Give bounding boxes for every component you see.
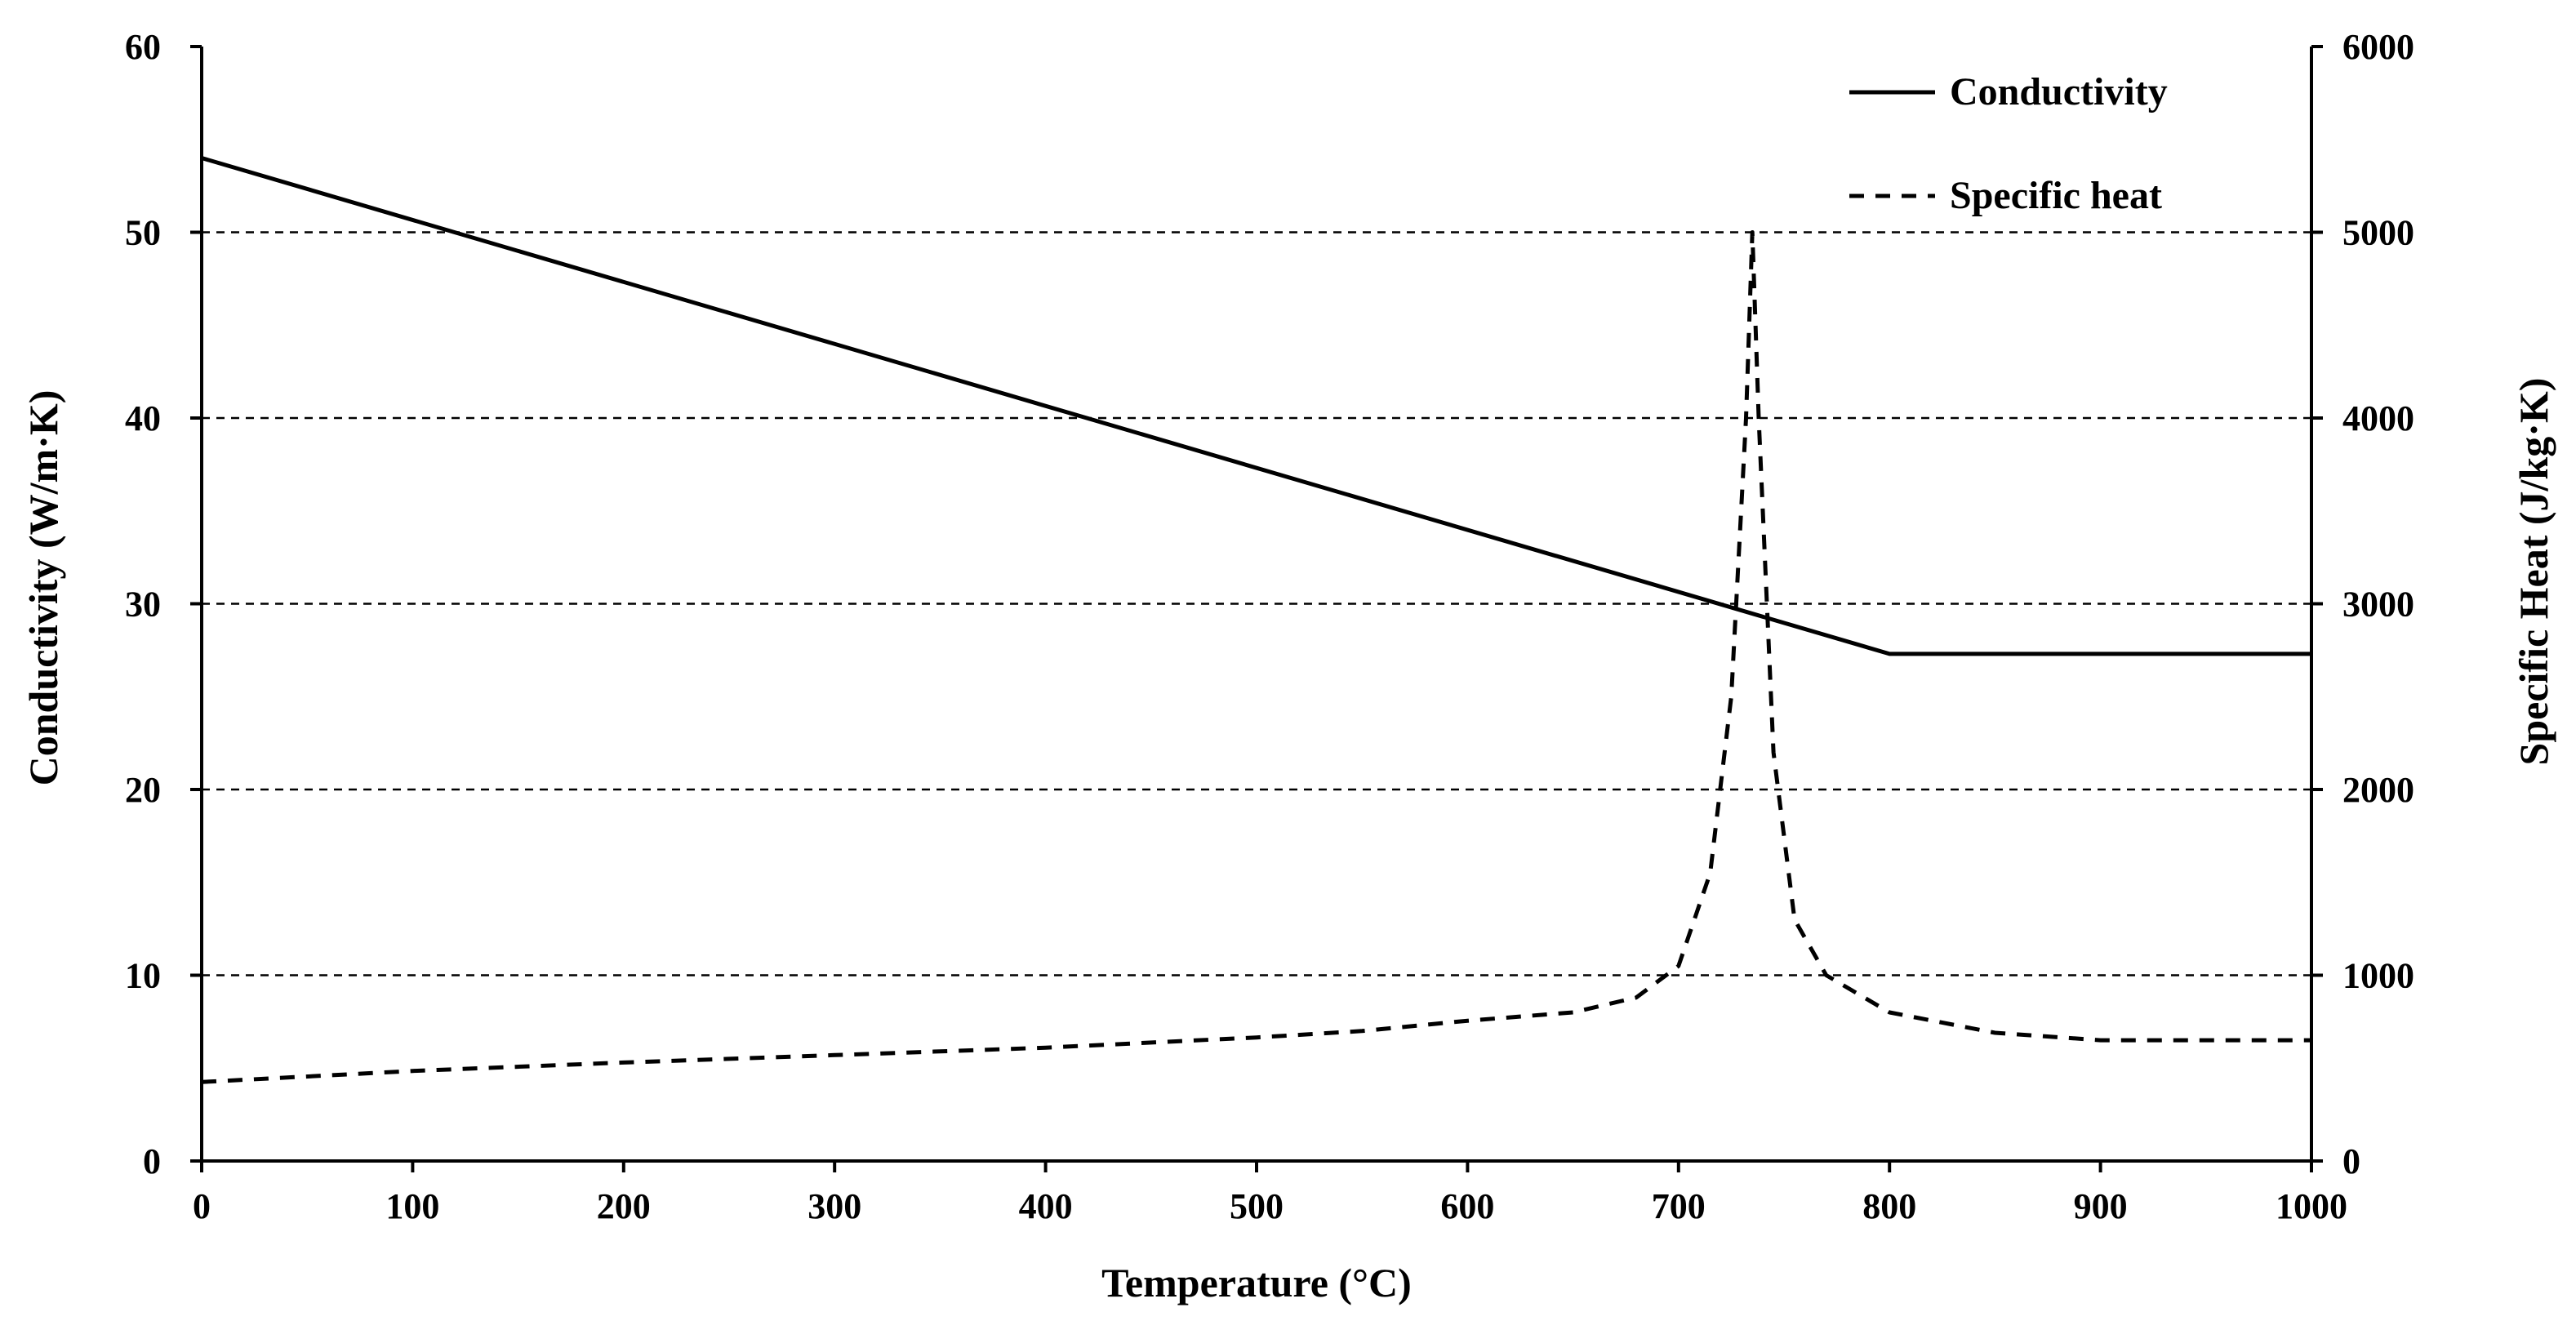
x-tick-label: 900	[2074, 1186, 2128, 1226]
x-tick-label: 0	[193, 1186, 211, 1226]
x-tick-label: 400	[1019, 1186, 1073, 1226]
y-axis-right-title: Specific Heat (J/kg·K)	[2511, 378, 2556, 766]
x-axis-title: Temperature (°C)	[1101, 1260, 1412, 1305]
series-line-specific-heat	[201, 230, 2311, 1084]
y-right-tick-label: 1000	[2342, 956, 2414, 996]
y-left-tick-label: 60	[125, 27, 161, 67]
y-right-tick-label: 4000	[2342, 398, 2414, 438]
y-left-tick-label: 40	[125, 398, 161, 438]
y-right-tick-label: 6000	[2342, 27, 2414, 67]
x-tick-label: 500	[1230, 1186, 1284, 1226]
x-tick-label: 600	[1440, 1186, 1494, 1226]
legend-specific-heat-label: Specific heat	[1950, 174, 2162, 217]
y-left-tick-label: 30	[125, 585, 161, 625]
axes	[190, 45, 2323, 1172]
x-tick-label: 1000	[2276, 1186, 2347, 1226]
x-tick-label: 700	[1652, 1186, 1706, 1226]
series-layer	[201, 156, 2311, 1084]
tick-labels: 0 100 200 300 400 500 600 700 800 900 100001020304…	[125, 27, 2414, 1226]
y-right-tick-label: 2000	[2342, 770, 2414, 810]
y-left-tick-label: 50	[125, 213, 161, 253]
gridlines	[202, 231, 2311, 976]
x-tick-label: 100	[385, 1186, 439, 1226]
y-left-tick-label: 10	[125, 956, 161, 996]
series-line-conductivity	[201, 156, 2311, 656]
legend: Conductivity Specific heat	[1849, 70, 2168, 217]
y-right-tick-label: 3000	[2342, 585, 2414, 625]
y-axis-left-title: Conductivity (W/m·K)	[20, 390, 66, 786]
y-right-tick-label: 0	[2342, 1141, 2360, 1181]
x-tick-label: 800	[1862, 1186, 1916, 1226]
x-tick-label: 200	[597, 1186, 651, 1226]
legend-conductivity-label: Conductivity	[1950, 70, 2168, 113]
y-left-tick-label: 20	[125, 770, 161, 810]
y-left-tick-label: 0	[143, 1141, 161, 1181]
x-tick-label: 300	[808, 1186, 861, 1226]
y-right-tick-label: 5000	[2342, 213, 2414, 253]
